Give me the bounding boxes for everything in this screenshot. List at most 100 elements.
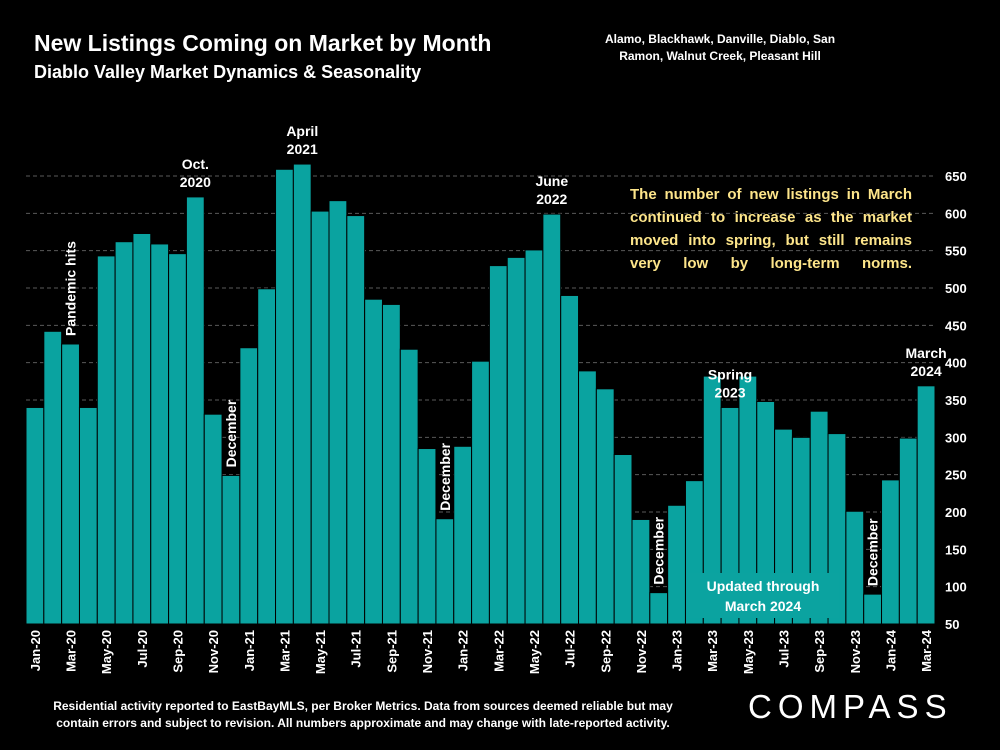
x-tick-label-Jan-24: Jan-24: [883, 629, 898, 671]
x-tick-label-Jul-20: Jul-20: [135, 630, 150, 668]
bar-Jun-21: [328, 200, 348, 625]
bar-Sep-21: [381, 303, 401, 625]
annotation-5-line-1: June: [535, 173, 568, 189]
bar-Dec-22: [649, 592, 669, 625]
bar-Sep-22: [595, 388, 615, 625]
x-tick-label-Sep-22: Sep-22: [598, 630, 613, 673]
x-tick-label-Jan-22: Jan-22: [456, 630, 471, 671]
annotation-4: December: [437, 442, 453, 510]
y-tick-label-500: 500: [945, 281, 967, 296]
x-tick-label-Nov-23: Nov-23: [848, 630, 863, 673]
bar-Jul-22: [560, 294, 580, 625]
bar-Mar-20: [61, 343, 80, 625]
bar-Mar-24: [916, 385, 936, 625]
y-tick-label-550: 550: [945, 244, 967, 259]
y-tick-label-150: 150: [945, 542, 967, 557]
bar-Sep-20: [168, 253, 187, 625]
bar-May-20: [96, 255, 116, 625]
x-tick-label-Sep-23: Sep-23: [812, 630, 827, 673]
area-list-line-1: Alamo, Blackhawk, Danville, Diablo, San: [604, 32, 836, 46]
annotation-3-line-2: 2021: [287, 141, 318, 157]
annotation-0: Pandemic hits: [63, 241, 79, 336]
bar-Jun-20: [114, 241, 134, 625]
bar-May-21: [310, 210, 330, 625]
bar-Oct-22: [613, 454, 633, 625]
footnote: Residential activity reported to EastBay…: [38, 698, 688, 732]
x-tick-label-Jan-20: Jan-20: [28, 630, 43, 671]
x-tick-label-May-22: May-22: [527, 630, 542, 674]
bar-Nov-21: [417, 448, 437, 625]
bar-Feb-22: [471, 360, 490, 625]
bar-Nov-20: [203, 413, 223, 625]
x-tick-label-Sep-21: Sep-21: [384, 630, 399, 673]
x-tick-label-May-20: May-20: [99, 630, 114, 674]
bar-Aug-21: [364, 298, 383, 625]
annotations: Pandemic hits Oct. 2020 December April 2021 De…: [63, 123, 947, 586]
x-tick-label-Nov-20: Nov-20: [206, 630, 221, 673]
y-tick-label-100: 100: [945, 580, 967, 595]
annotation-7-line-2: 2023: [714, 384, 745, 400]
annotation-1-line-2: 2020: [180, 174, 211, 190]
y-tick-label-600: 600: [945, 206, 967, 221]
annotation-8: December: [865, 518, 881, 586]
chart-subtitle: Diablo Valley Market Dynamics & Seasonal…: [34, 62, 422, 82]
footnote-line-2: contain errors and subject to revision. …: [56, 716, 670, 730]
y-tick-label-50: 50: [945, 617, 959, 632]
bar-Aug-22: [578, 370, 597, 625]
bar-Apr-20: [78, 406, 98, 625]
bar-Oct-20: [185, 196, 205, 625]
bar-Jun-22: [542, 213, 562, 625]
bar-Aug-20: [150, 243, 170, 625]
y-tick-label-400: 400: [945, 356, 967, 371]
x-tick-label-Mar-21: Mar-21: [277, 630, 292, 672]
x-tick-label-May-23: May-23: [741, 630, 756, 674]
bar-Oct-21: [399, 348, 419, 625]
x-tick-label-Mar-23: Mar-23: [705, 630, 720, 672]
bar-Dec-23: [863, 593, 883, 625]
annotation-9-line-1: March: [905, 345, 946, 361]
bar-Jan-20: [25, 406, 45, 625]
updated-line-2: March 2024: [724, 598, 802, 614]
y-tick-label-250: 250: [945, 468, 967, 483]
bar-Mar-22: [488, 265, 508, 625]
bar-Jul-21: [346, 215, 366, 625]
updated-line-1: Updated through: [706, 578, 820, 594]
bar-Nov-23: [845, 510, 865, 625]
bar-Mar-21: [275, 168, 294, 625]
y-tick-label-650: 650: [945, 169, 967, 184]
callout-note: The number of new listings in March cont…: [630, 186, 912, 272]
bar-Nov-22: [631, 518, 651, 625]
x-tick-label-Jul-23: Jul-23: [777, 630, 792, 668]
x-tick-label-Jul-22: Jul-22: [563, 630, 578, 668]
y-tick-label-200: 200: [945, 505, 967, 520]
x-tick-label-Mar-22: Mar-22: [491, 630, 506, 672]
x-tick-label-Jul-21: Jul-21: [349, 630, 364, 668]
updated-badge: Updated through March 2024: [687, 573, 839, 618]
x-axis-ticks: Jan-20 Mar-20 May-20 Jul-20 Sep-20 Nov-20 Jan-…: [28, 629, 934, 674]
chart-title: New Listings Coming on Market by Month: [34, 30, 492, 56]
area-list-line-2: Ramon, Walnut Creek, Pleasant Hill: [619, 49, 821, 63]
annotation-6: December: [651, 516, 667, 584]
bar-Dec-20: [221, 474, 241, 625]
annotation-3-line-1: April: [286, 123, 318, 139]
y-axis-ticks: 50 100 150 200 250 300 350 400 450 500 550 600 650: [945, 169, 967, 632]
bar-Feb-24: [898, 437, 918, 625]
annotation-2: December: [223, 399, 239, 467]
y-tick-label-300: 300: [945, 430, 967, 445]
x-tick-label-Jan-21: Jan-21: [242, 630, 257, 671]
x-tick-label-Sep-20: Sep-20: [171, 630, 186, 673]
area-list: Alamo, Blackhawk, Danville, Diablo, San …: [585, 31, 855, 65]
x-tick-label-Nov-21: Nov-21: [420, 630, 435, 673]
footnote-line-1: Residential activity reported to EastBay…: [53, 699, 673, 713]
y-tick-label-450: 450: [945, 318, 967, 333]
bar-Feb-21: [257, 288, 277, 625]
annotation-7-line-1: Spring: [708, 366, 752, 382]
bar-Dec-21: [435, 518, 455, 625]
bar-Apr-22: [506, 256, 526, 625]
x-tick-label-Mar-20: Mar-20: [64, 630, 79, 672]
bar-Jan-24: [881, 479, 900, 625]
x-tick-label-Mar-24: Mar-24: [919, 629, 934, 672]
bar-Jan-23: [667, 504, 686, 625]
bar-Jul-20: [132, 232, 152, 625]
